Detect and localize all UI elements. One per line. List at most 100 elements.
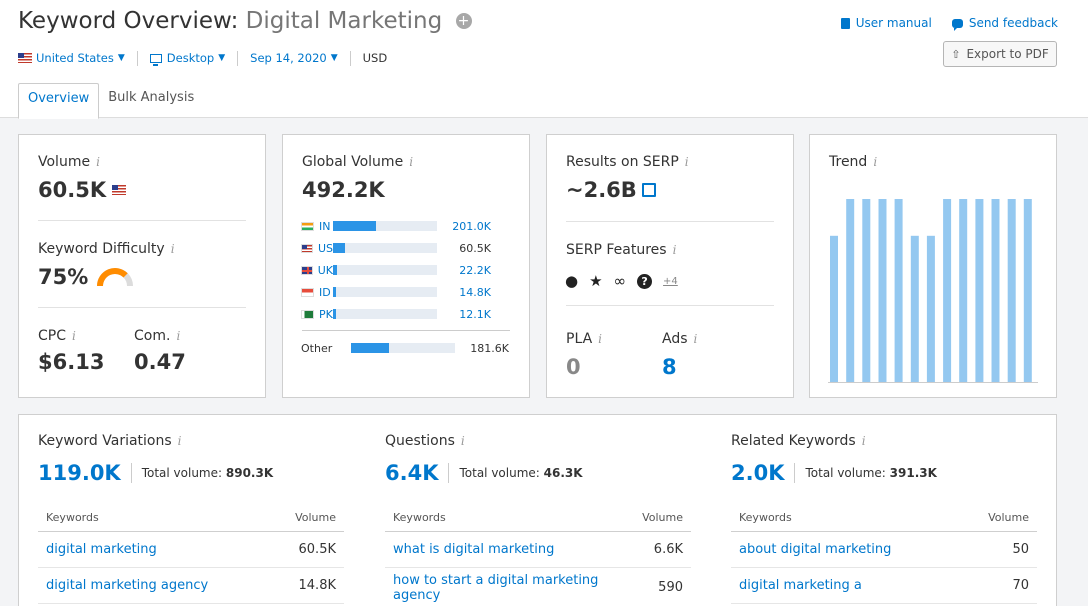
link-icon[interactable]: ∞ bbox=[613, 272, 627, 290]
trend-bar[interactable] bbox=[878, 199, 887, 383]
date-label: Sep 14, 2020 bbox=[250, 51, 327, 65]
section-count: 6.4K Total volume: 46.3K bbox=[385, 461, 583, 485]
section-count: 119.0K Total volume: 890.3K bbox=[38, 461, 273, 485]
trend-bar[interactable] bbox=[943, 199, 952, 383]
keyword-link[interactable]: what is digital marketing bbox=[393, 542, 555, 557]
volume-card: Volume i 60.5K Keyword Difficulty i 75% CP… bbox=[18, 134, 266, 398]
pakistan-flag-icon bbox=[301, 309, 314, 319]
info-icon[interactable]: i bbox=[96, 155, 100, 169]
total-volume-value: 46.3K bbox=[543, 466, 583, 480]
keyword-link[interactable]: digital marketing a bbox=[739, 578, 862, 593]
export-pdf-button[interactable]: ⇧ Export to PDF bbox=[943, 41, 1057, 67]
trend-bar[interactable] bbox=[830, 235, 838, 383]
trend-bar[interactable] bbox=[1007, 199, 1016, 383]
tab-bulk-analysis[interactable]: Bulk Analysis bbox=[108, 90, 195, 105]
global-volume-value: 492.2K bbox=[302, 178, 385, 202]
keyword-volume: 60.5K bbox=[298, 542, 336, 557]
keyword-volume: 14.8K bbox=[298, 578, 336, 593]
user-manual-link[interactable]: User manual bbox=[840, 16, 932, 30]
info-icon[interactable]: i bbox=[170, 242, 175, 256]
trend-bar[interactable] bbox=[894, 199, 903, 383]
section-title-text: Questions bbox=[385, 433, 455, 449]
location-pin-icon[interactable]: ● bbox=[565, 272, 579, 290]
desktop-icon bbox=[149, 53, 162, 66]
add-plus-icon[interactable]: + bbox=[455, 13, 472, 29]
tab-overview[interactable]: Overview bbox=[18, 83, 100, 119]
table-row: about digital marketing 50 bbox=[731, 532, 1037, 568]
info-icon[interactable]: i bbox=[693, 332, 698, 346]
ads-value[interactable]: 8 bbox=[662, 355, 677, 379]
info-icon[interactable]: i bbox=[72, 329, 76, 343]
country-row[interactable]: IN 201.0K bbox=[301, 219, 511, 233]
info-icon[interactable]: i bbox=[672, 243, 677, 257]
com-value: 0.47 bbox=[134, 350, 186, 374]
send-feedback-label: Send feedback bbox=[968, 16, 1058, 30]
device-label: Desktop bbox=[166, 51, 215, 65]
info-icon[interactable]: i bbox=[684, 155, 689, 169]
info-icon[interactable]: i bbox=[460, 434, 465, 448]
trend-bar[interactable] bbox=[926, 235, 935, 383]
database-dropdown[interactable]: United States ▼ bbox=[18, 51, 125, 65]
info-icon[interactable]: i bbox=[177, 434, 182, 448]
section-count-link[interactable]: 6.4K bbox=[385, 461, 439, 485]
serp-features-label: SERP Features i bbox=[566, 242, 676, 258]
title-keyword: Digital Marketing bbox=[245, 8, 443, 34]
info-icon[interactable]: i bbox=[409, 155, 414, 169]
country-volume: 60.5K bbox=[459, 241, 491, 255]
date-dropdown[interactable]: Sep 14, 2020 ▼ bbox=[250, 51, 337, 65]
country-code: ID bbox=[319, 285, 331, 299]
star-icon[interactable]: ★ bbox=[589, 272, 603, 290]
results-label-text: Results on SERP bbox=[566, 154, 679, 170]
section-count-link[interactable]: 2.0K bbox=[731, 461, 785, 485]
trend-bar[interactable] bbox=[846, 199, 855, 383]
keyword-link[interactable]: digital marketing bbox=[46, 542, 157, 557]
other-label: Other bbox=[301, 341, 333, 355]
keyword-volume: 6.6K bbox=[653, 542, 683, 557]
question-icon[interactable]: ? bbox=[637, 273, 653, 289]
send-feedback-link[interactable]: Send feedback bbox=[951, 16, 1058, 31]
country-row[interactable]: US 60.5K bbox=[301, 241, 511, 255]
col-keywords: Keywords bbox=[46, 510, 99, 524]
section-count-link[interactable]: 119.0K bbox=[38, 461, 121, 485]
more-features-link[interactable]: +4 bbox=[663, 275, 678, 287]
keyword-link[interactable]: about digital marketing bbox=[739, 542, 892, 557]
keyword-volume: 590 bbox=[658, 580, 683, 595]
trend-bar[interactable] bbox=[991, 199, 1000, 383]
country-bar-fill bbox=[333, 309, 336, 319]
trend-bar[interactable] bbox=[975, 199, 984, 383]
serp-page-icon[interactable] bbox=[641, 183, 656, 197]
country-row[interactable]: ID 14.8K bbox=[301, 285, 511, 299]
col-keywords: Keywords bbox=[393, 510, 446, 524]
total-volume: Total volume: 46.3K bbox=[459, 466, 582, 480]
ads-label-text: Ads bbox=[662, 331, 688, 347]
trend-bar[interactable] bbox=[862, 199, 871, 383]
country-row[interactable]: UK 22.2K bbox=[301, 263, 511, 277]
info-icon[interactable]: i bbox=[176, 329, 181, 343]
trend-bar[interactable] bbox=[1023, 199, 1032, 383]
keyword-link[interactable]: digital marketing agency bbox=[46, 578, 209, 593]
keyword-link[interactable]: how to start a digital marketing agency bbox=[393, 572, 599, 603]
col-volume: Volume bbox=[988, 510, 1029, 524]
com-label-text: Com. bbox=[134, 328, 171, 344]
info-icon[interactable]: i bbox=[861, 434, 866, 448]
chat-bubble-icon bbox=[951, 18, 963, 31]
device-dropdown[interactable]: Desktop ▼ bbox=[149, 51, 225, 66]
section-title: Keyword Variations i bbox=[38, 433, 182, 449]
global-label-text: Global Volume bbox=[302, 154, 404, 170]
divider bbox=[566, 305, 774, 306]
info-icon[interactable]: i bbox=[873, 155, 878, 169]
trend-bar[interactable] bbox=[910, 235, 919, 383]
divider bbox=[38, 220, 246, 221]
section-count: 2.0K Total volume: 391.3K bbox=[731, 461, 937, 485]
serp-card: Results on SERP i ~2.6B SERP Features i ● … bbox=[546, 134, 794, 398]
us-flag-icon bbox=[112, 185, 127, 195]
info-icon[interactable]: i bbox=[598, 332, 602, 346]
trend-label-text: Trend bbox=[829, 154, 868, 170]
section-title-text: Keyword Variations bbox=[38, 433, 172, 449]
country-volume: 201.0K bbox=[452, 219, 491, 233]
country-row[interactable]: PK 12.1K bbox=[301, 307, 511, 321]
volume-label-text: Volume bbox=[38, 154, 91, 170]
top-bar: Keyword Overview: Digital Marketing + Un… bbox=[0, 0, 1088, 119]
country-bar bbox=[333, 309, 437, 319]
trend-bar[interactable] bbox=[959, 199, 968, 383]
